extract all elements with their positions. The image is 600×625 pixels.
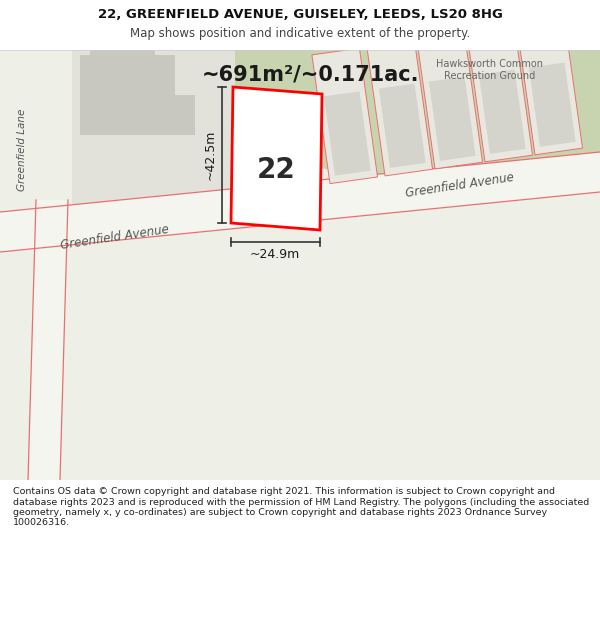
Polygon shape [324,91,371,176]
Polygon shape [0,152,600,252]
Polygon shape [90,50,155,62]
Polygon shape [100,50,600,195]
Polygon shape [312,48,377,184]
Polygon shape [367,41,433,176]
Polygon shape [80,55,195,135]
Polygon shape [479,69,526,154]
Polygon shape [467,26,533,162]
Text: Greenfield Avenue: Greenfield Avenue [60,222,170,251]
Polygon shape [28,200,68,480]
Polygon shape [253,87,288,110]
Text: ~691m²/~0.171ac.: ~691m²/~0.171ac. [201,65,419,85]
Text: 22: 22 [257,156,295,184]
Polygon shape [240,105,316,210]
Text: Greenfield Avenue: Greenfield Avenue [405,171,515,199]
Polygon shape [417,34,482,169]
Polygon shape [429,77,476,161]
Polygon shape [379,84,425,168]
Polygon shape [231,87,322,230]
Text: ~24.9m: ~24.9m [250,249,300,261]
Polygon shape [517,19,583,155]
Polygon shape [0,50,600,480]
Text: ~42.5m: ~42.5m [203,130,217,180]
Text: 22, GREENFIELD AVENUE, GUISELEY, LEEDS, LS20 8HG: 22, GREENFIELD AVENUE, GUISELEY, LEEDS, … [98,8,502,21]
Text: Contains OS data © Crown copyright and database right 2021. This information is : Contains OS data © Crown copyright and d… [13,488,589,528]
Text: Greenfield Lane: Greenfield Lane [17,109,27,191]
Polygon shape [529,62,575,147]
Text: Hawksworth Common
Recreation Ground: Hawksworth Common Recreation Ground [437,59,544,81]
Text: Map shows position and indicative extent of the property.: Map shows position and indicative extent… [130,28,470,41]
Polygon shape [72,50,240,212]
